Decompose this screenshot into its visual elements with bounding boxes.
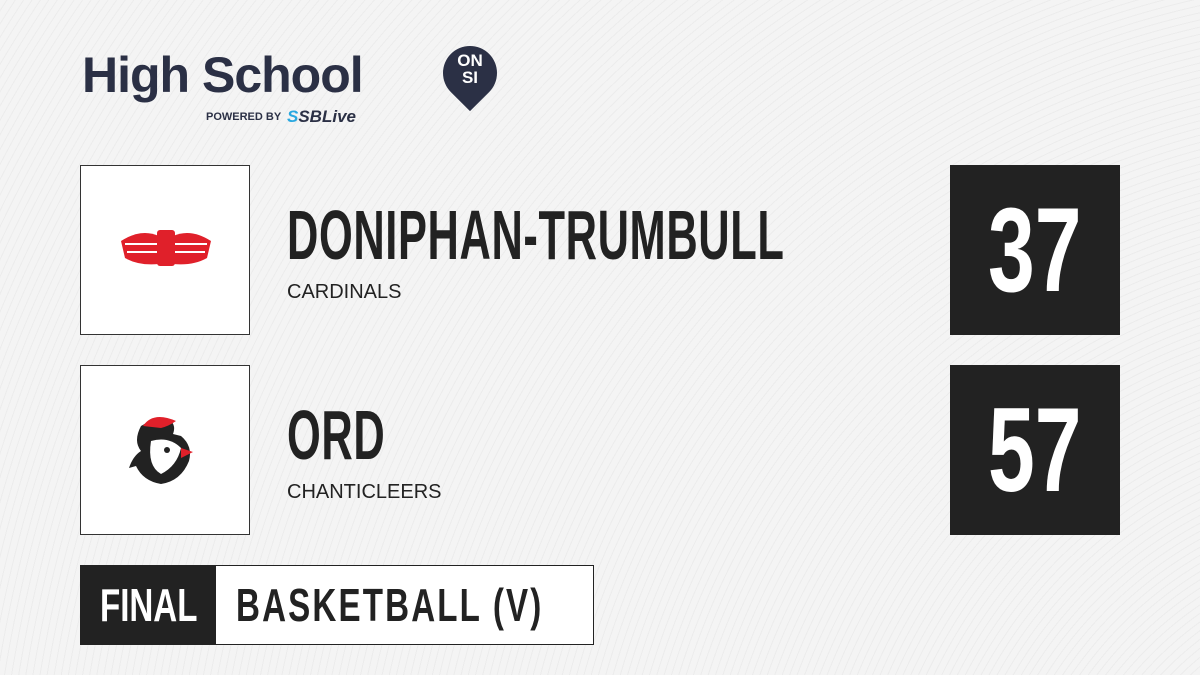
sblive-text: SBLive <box>298 107 356 126</box>
team-logo-away <box>80 365 250 535</box>
away-team-score: 57 <box>950 365 1120 535</box>
status-label: FINAL <box>99 579 198 631</box>
powered-by: POWERED BY <box>206 111 282 123</box>
final-badge: FINAL <box>81 566 217 644</box>
on-si-badge: ON SI <box>443 52 497 86</box>
sblive-logo: SSBLive <box>287 107 356 127</box>
home-team-mascot: CARDINALS <box>287 281 402 303</box>
away-team-name: ORD <box>287 396 386 474</box>
badge-bottom: SI <box>461 68 479 87</box>
team-logo-home <box>80 165 250 335</box>
game-status-bar: FINAL BASKETBALL (V) <box>80 565 594 645</box>
sport-label: BASKETBALL (V) <box>216 566 663 644</box>
cardinals-wings-icon <box>121 230 211 266</box>
away-team-mascot: CHANTICLEERS <box>287 481 442 503</box>
away-score-value: 57 <box>988 383 1082 517</box>
sport-text: BASKETBALL (V) <box>236 579 544 631</box>
sblive-mark: S <box>287 107 299 126</box>
home-score-value: 37 <box>988 183 1082 317</box>
brand-title: High School <box>82 47 364 103</box>
badge-top: ON <box>457 51 483 70</box>
home-team-name: DONIPHAN-TRUMBULL <box>287 196 785 274</box>
rooster-icon <box>129 417 193 484</box>
home-team-score: 37 <box>950 165 1120 335</box>
